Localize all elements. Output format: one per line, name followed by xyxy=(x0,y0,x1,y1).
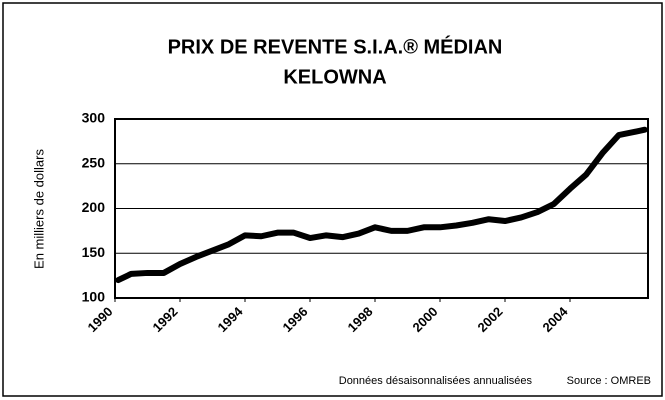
y-tick-label: 150 xyxy=(82,244,106,260)
y-tick-label: 200 xyxy=(82,199,106,215)
plot-frame xyxy=(114,118,649,299)
data-line xyxy=(115,126,648,284)
y-tick-label: 300 xyxy=(82,110,106,126)
footnote: Données désaisonnalisées annualisées xyxy=(339,375,533,387)
chart-title: KELOWNA xyxy=(283,66,386,88)
y-tick-label: 100 xyxy=(82,289,106,305)
source: Source : OMREB xyxy=(567,375,651,387)
chart-title: PRIX DE REVENTE S.I.A.® MÉDIAN xyxy=(168,35,503,58)
y-axis-label: En milliers de dollars xyxy=(31,149,46,269)
y-tick-label: 250 xyxy=(82,154,106,170)
